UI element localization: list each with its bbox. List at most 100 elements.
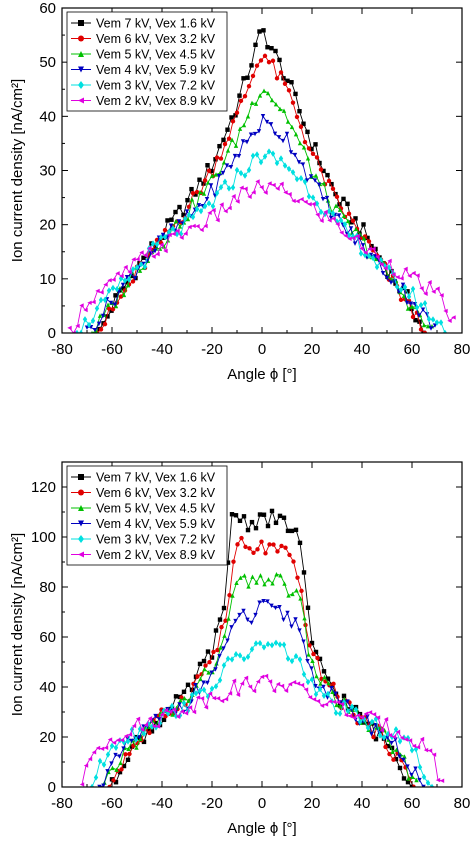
data-point [428,326,434,331]
data-point [114,286,120,293]
data-point [261,88,267,93]
data-point [213,628,219,633]
data-point [225,127,230,132]
data-point [263,551,268,556]
data-point [333,691,338,696]
data-point [235,542,240,547]
data-point [282,162,288,169]
data-point [311,201,316,207]
data-point [225,148,231,153]
data-point [178,230,184,238]
data-point [409,304,415,309]
data-point [95,288,100,294]
data-point [178,697,183,703]
data-point [384,275,390,281]
data-point [209,685,215,692]
data-point [405,306,411,311]
data-point [185,216,191,222]
data-point [371,734,376,740]
data-point [309,676,315,683]
data-point [350,233,356,240]
data-point [99,290,104,295]
data-point [342,221,348,228]
data-point [286,88,292,93]
data-point [248,132,254,137]
data-point [327,218,332,223]
data-point [249,100,255,105]
y-tick-label: 60 [39,0,56,17]
data-point [366,239,372,244]
data-point [282,581,287,586]
data-point [74,329,80,333]
data-point [304,178,310,183]
data-point [215,696,221,701]
data-point [126,276,132,283]
data-point [92,327,98,333]
data-point [250,574,255,579]
data-point [386,264,392,271]
data-point [115,271,120,276]
data-point [266,577,271,582]
data-point [134,264,140,271]
data-point [93,774,99,781]
data-point [113,293,118,298]
data-point [306,193,312,200]
data-point [318,208,324,216]
data-point [315,698,321,704]
data-point [338,217,344,224]
data-point [226,136,232,141]
data-point [201,686,207,693]
data-point [102,296,108,304]
series-3 [90,88,435,333]
data-point [125,282,131,288]
data-point [118,760,123,765]
data-point [207,691,213,696]
data-point [296,160,302,165]
x-tick-label: -60 [101,341,123,358]
data-point [175,228,180,233]
data-point [422,300,428,307]
data-point [285,655,291,662]
data-point [366,252,372,260]
data-point [110,765,115,771]
data-point [229,625,234,630]
y-tick-label: 40 [39,108,56,125]
data-point [139,727,145,732]
data-point [443,308,448,314]
data-point [240,139,246,144]
data-point [142,263,148,271]
data-point [287,552,292,558]
data-point [221,605,227,611]
data-point [112,302,118,307]
data-point [160,232,166,238]
data-point [215,218,220,223]
plot-area [79,508,445,787]
data-point [219,698,225,704]
data-point [353,706,359,713]
data-point [431,752,437,757]
data-point [416,313,422,318]
series-2 [107,535,416,787]
series-4 [84,114,438,333]
data-point [369,718,375,726]
data-point [189,197,195,202]
data-point [147,716,153,721]
data-point [293,91,298,97]
x-tick-label: -40 [151,795,173,812]
data-point [287,191,292,197]
data-point [269,603,274,609]
data-point [79,303,84,308]
legend-entry: Vem 5 kV, Vex 4.5 kV [96,48,216,62]
data-point [213,172,219,177]
data-point [295,575,300,580]
data-point [373,715,379,723]
data-point [339,230,344,235]
data-point [120,282,126,288]
data-point [265,45,270,50]
x-tick-label: 20 [304,795,321,812]
data-point [313,142,318,147]
data-point [107,278,112,283]
data-point [325,690,331,698]
data-point [174,230,180,238]
data-point [137,735,142,740]
